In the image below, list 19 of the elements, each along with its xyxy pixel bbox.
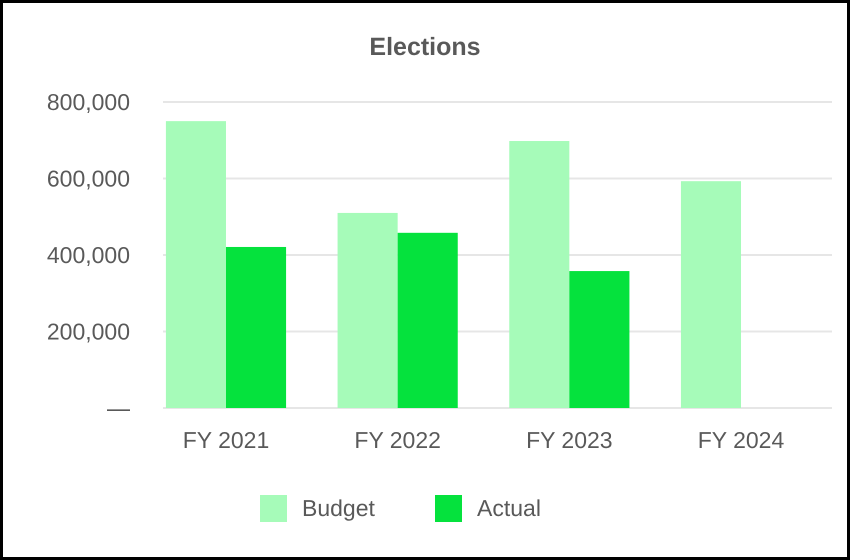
x-tick-label: FY 2023 xyxy=(526,427,613,453)
bar xyxy=(569,271,630,408)
y-tick-label: 800,000 xyxy=(46,89,130,116)
bar xyxy=(680,181,742,408)
y-tick-label: 400,000 xyxy=(46,242,130,268)
bar xyxy=(166,121,226,408)
bar xyxy=(509,141,570,408)
chart-title: Elections xyxy=(369,33,481,61)
x-tick-label: FY 2021 xyxy=(182,427,270,453)
legend-label: Budget xyxy=(302,495,376,522)
x-tick-label: FY 2024 xyxy=(698,427,784,453)
y-tick-label: 600,000 xyxy=(46,166,130,192)
bar xyxy=(338,212,398,408)
bar xyxy=(398,232,458,408)
y-tick-label: 200,000 xyxy=(46,318,130,345)
y-tick-label: — xyxy=(107,395,130,422)
legend-label: Actual xyxy=(477,495,541,522)
x-tick-label: FY 2022 xyxy=(354,427,441,453)
bar xyxy=(226,246,286,408)
